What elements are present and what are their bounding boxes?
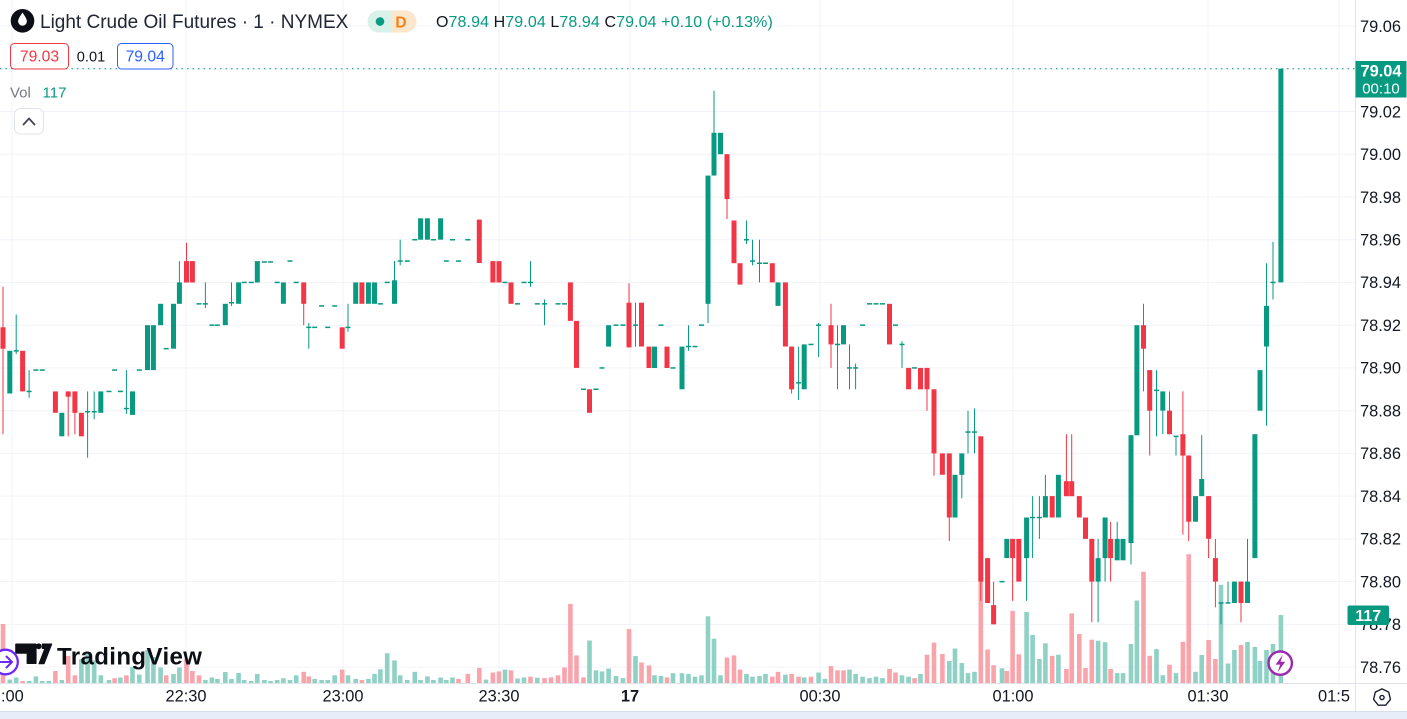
svg-text:78.98: 78.98 [1360, 189, 1401, 207]
svg-text:78.94: 78.94 [1360, 274, 1401, 292]
svg-text:Vol: Vol [10, 85, 31, 102]
svg-text:D: D [395, 15, 406, 32]
svg-text:TradingView: TradingView [57, 644, 202, 671]
svg-text:O78.94 H79.04 L78.94 C79.04 +0: O78.94 H79.04 L78.94 C79.04 +0.10 (+0.13… [436, 14, 773, 31]
svg-text:79.02: 79.02 [1360, 103, 1401, 121]
svg-text:01:00: 01:00 [992, 688, 1033, 706]
svg-text:78.76: 78.76 [1360, 659, 1401, 677]
svg-text:17: 17 [621, 688, 639, 706]
svg-text:79.03: 79.03 [20, 49, 60, 66]
svg-text:01:5: 01:5 [1318, 688, 1350, 706]
svg-text:117: 117 [43, 85, 67, 102]
svg-text:Light Crude Oil Futures · 1 ·: Light Crude Oil Futures · 1 · NYMEX [40, 12, 349, 33]
svg-text:23:30: 23:30 [478, 688, 519, 706]
svg-text:78.96: 78.96 [1360, 232, 1401, 250]
svg-text:78.80: 78.80 [1360, 573, 1401, 591]
svg-text:78.86: 78.86 [1360, 445, 1401, 463]
svg-text:79.04: 79.04 [126, 49, 166, 66]
svg-text:79.06: 79.06 [1360, 18, 1401, 36]
svg-text:78.90: 78.90 [1360, 360, 1401, 378]
svg-text:78.82: 78.82 [1360, 531, 1401, 549]
svg-text:23:00: 23:00 [322, 688, 363, 706]
svg-text::00: :00 [1, 688, 24, 706]
svg-text:00:10: 00:10 [1362, 81, 1400, 98]
svg-text:22:30: 22:30 [165, 688, 206, 706]
svg-text:78.84: 78.84 [1360, 488, 1401, 506]
svg-text:78.92: 78.92 [1360, 317, 1401, 335]
svg-text:79.04: 79.04 [1360, 63, 1402, 81]
svg-text:0.01: 0.01 [77, 50, 105, 66]
svg-text:00:30: 00:30 [799, 688, 840, 706]
svg-text:01:30: 01:30 [1187, 688, 1228, 706]
svg-text:79.00: 79.00 [1360, 146, 1401, 164]
svg-text:117: 117 [1355, 608, 1381, 625]
svg-text:78.88: 78.88 [1360, 403, 1401, 421]
